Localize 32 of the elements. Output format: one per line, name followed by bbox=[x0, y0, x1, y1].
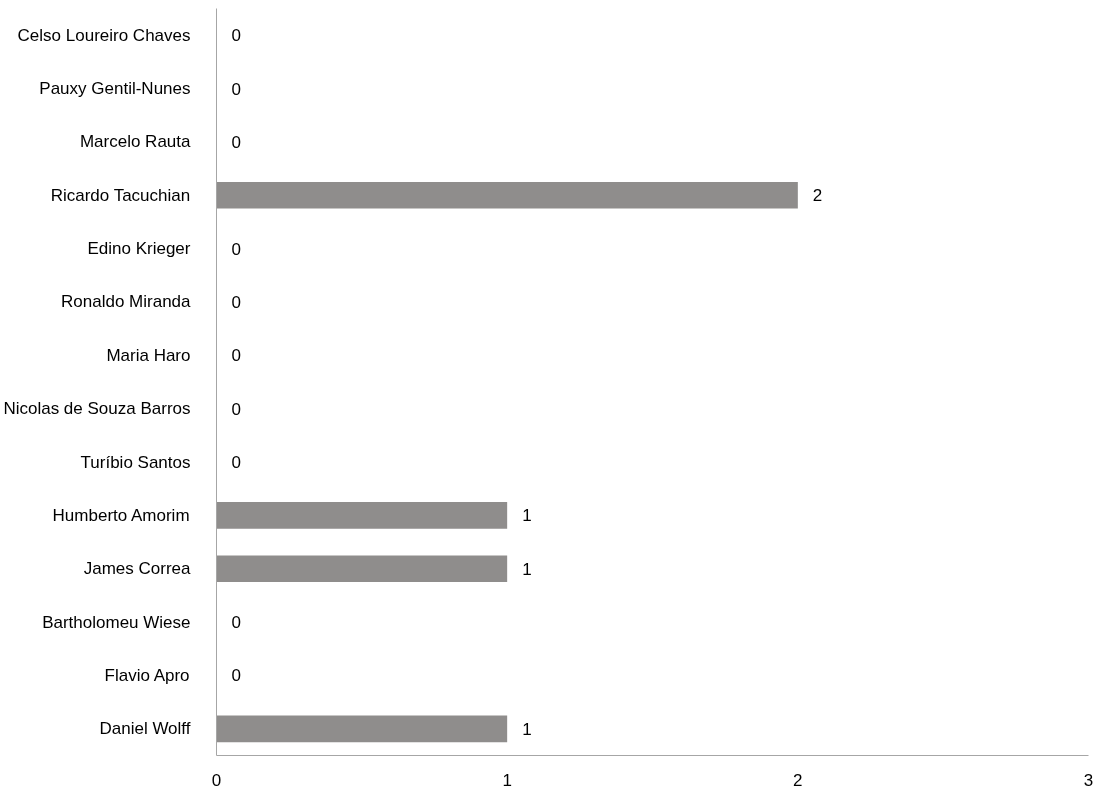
data-label: 0 bbox=[231, 132, 241, 152]
y-tick-label: Ricardo Tacuchian bbox=[50, 185, 191, 205]
y-tick-label: Turíbio Santos bbox=[80, 452, 191, 472]
data-label: 0 bbox=[231, 666, 241, 686]
y-tick-label: Nicolas de Souza Barros bbox=[3, 399, 191, 419]
y-tick-label: James Correa bbox=[83, 559, 192, 579]
y-tick-label: Pauxy Gentil-Nunes bbox=[39, 79, 191, 99]
data-label: 0 bbox=[231, 453, 241, 473]
y-tick-label: Edino Krieger bbox=[87, 239, 191, 259]
y-tick-label: Marcelo Rauta bbox=[79, 132, 192, 152]
y-tick-label: Bartholomeu Wiese bbox=[42, 612, 191, 632]
data-label: 1 bbox=[522, 719, 532, 739]
x-tick-label: 3 bbox=[1083, 770, 1094, 790]
data-label: 0 bbox=[231, 79, 241, 99]
y-tick-label: Ronaldo Miranda bbox=[61, 292, 192, 312]
x-tick-label: 2 bbox=[793, 770, 803, 790]
y-tick-label: Humberto Amorim bbox=[52, 505, 190, 525]
y-tick-label: Daniel Wolff bbox=[99, 719, 191, 739]
data-label: 0 bbox=[231, 26, 241, 46]
data-label: 0 bbox=[231, 346, 241, 366]
x-tick-label: 1 bbox=[502, 770, 512, 790]
y-tick-label: Maria Haro bbox=[106, 345, 191, 365]
data-label: 0 bbox=[231, 239, 241, 259]
data-label: 1 bbox=[522, 559, 532, 579]
y-tick-label: Flavio Apro bbox=[104, 665, 190, 685]
data-label: 0 bbox=[231, 399, 241, 419]
data-label: 0 bbox=[231, 613, 241, 633]
data-label: 2 bbox=[812, 186, 823, 206]
y-tick-label: Celso Loureiro Chaves bbox=[17, 25, 191, 45]
data-label: 1 bbox=[522, 506, 532, 526]
x-tick-label: 0 bbox=[211, 770, 222, 790]
data-label: 0 bbox=[231, 292, 241, 312]
